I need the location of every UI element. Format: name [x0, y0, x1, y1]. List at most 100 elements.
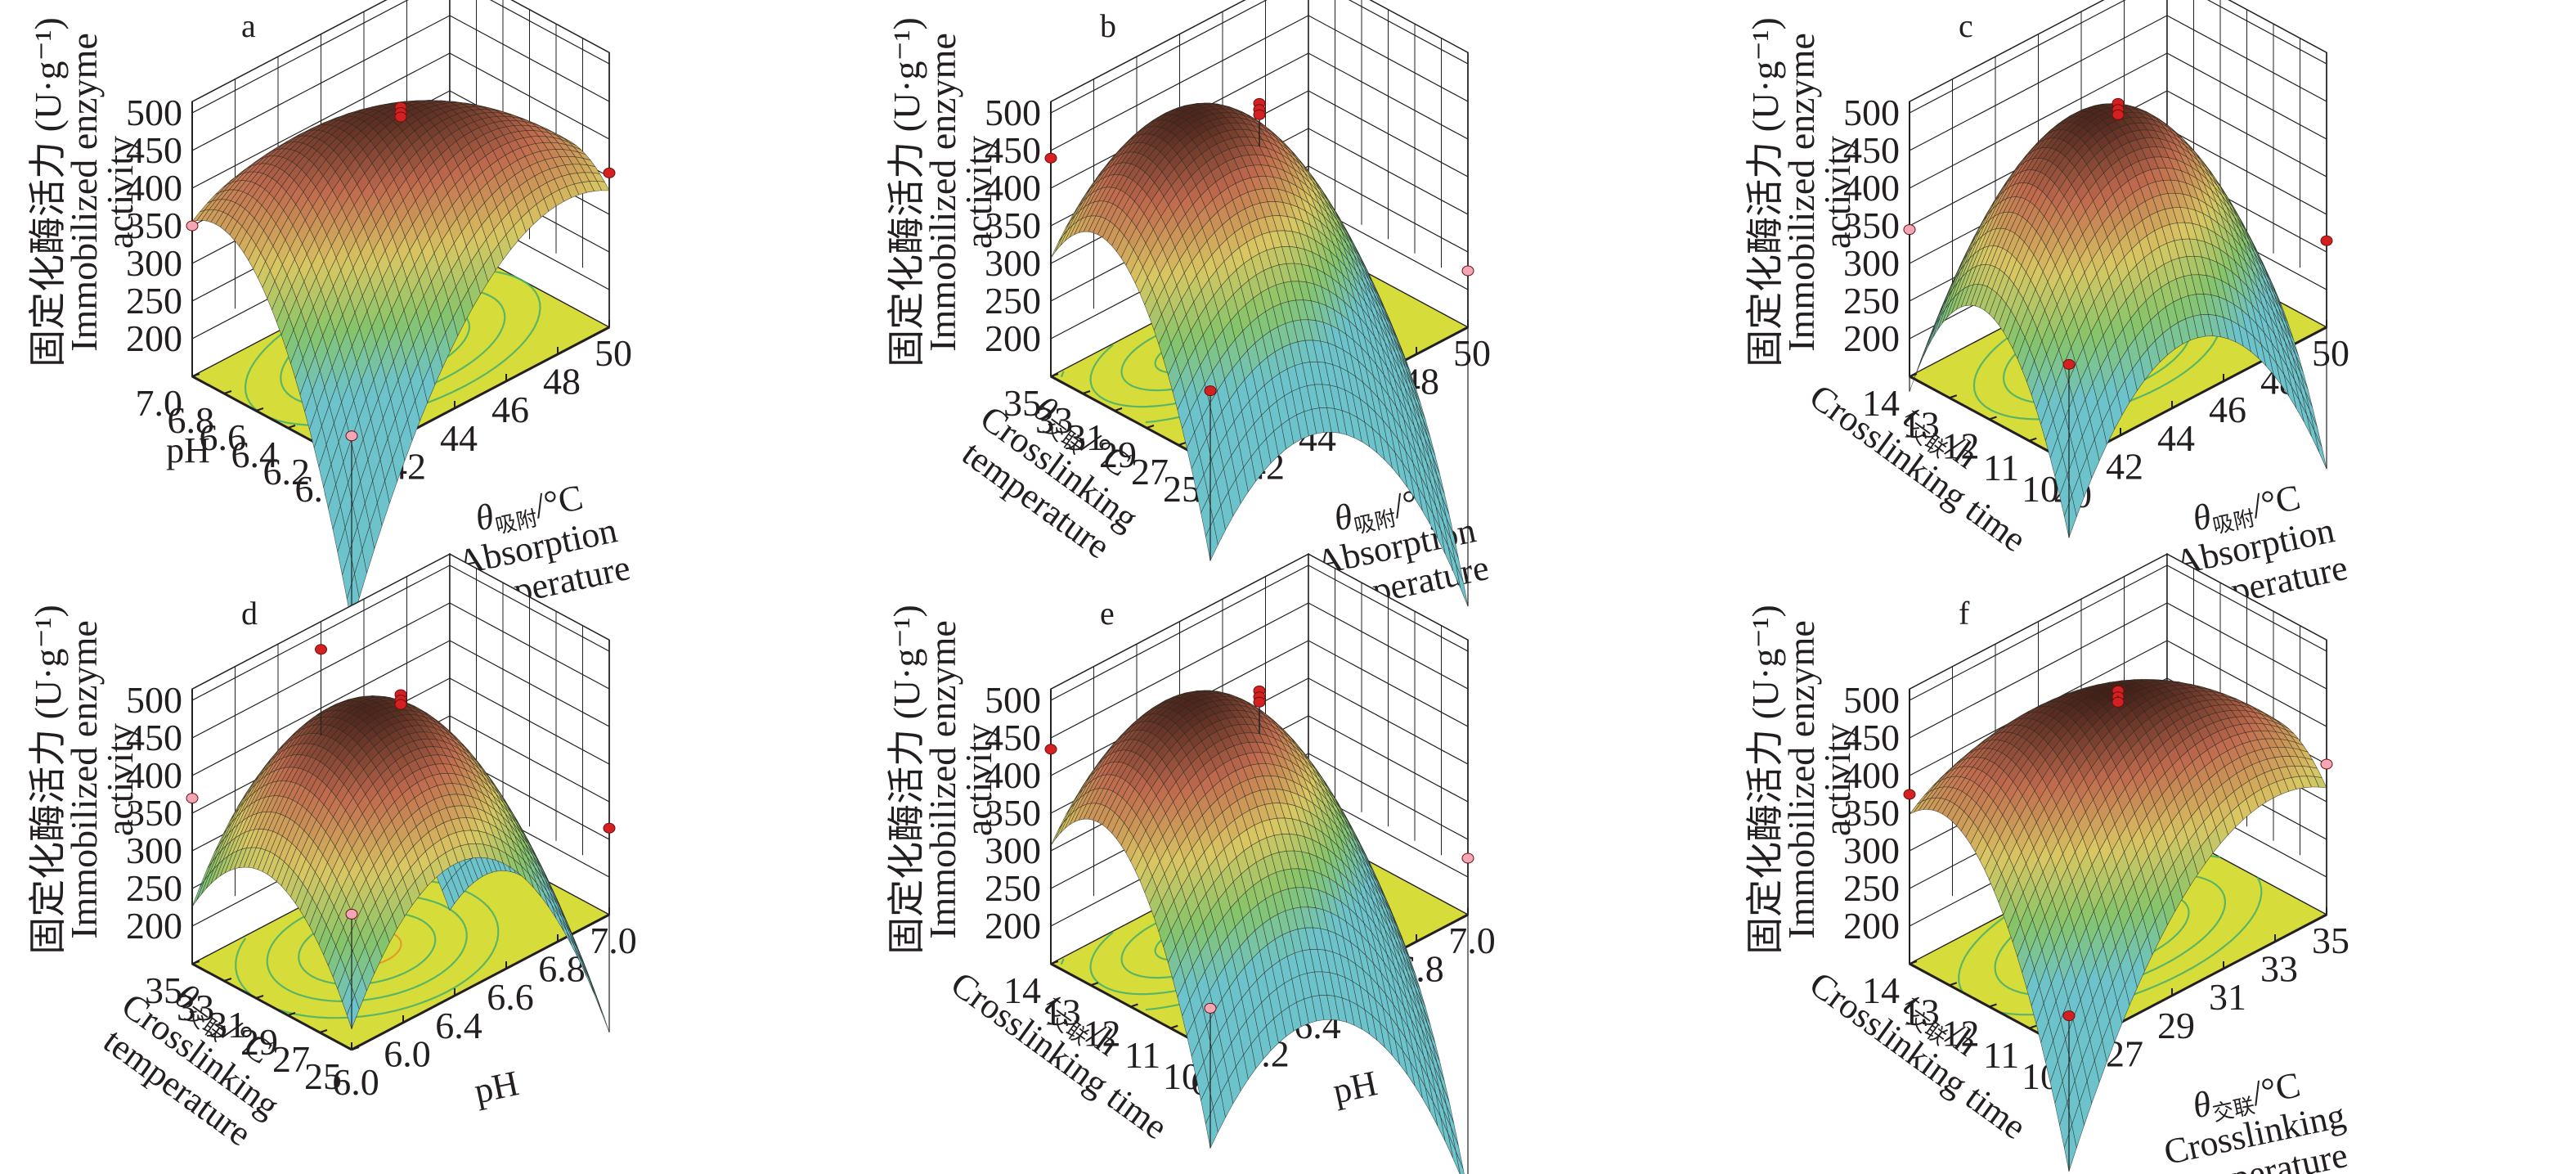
- z-tick-label: 500: [985, 92, 1041, 133]
- data-point-below: [345, 430, 358, 442]
- z-tick-label: 200: [126, 905, 182, 947]
- data-point-above: [315, 644, 327, 655]
- response-surface: [191, 100, 610, 624]
- z-tick-label: 500: [1843, 92, 1900, 133]
- y-tick-label: 25: [304, 1055, 342, 1097]
- z-tick-label: 400: [1843, 167, 1900, 209]
- z-tick-label: 300: [985, 242, 1041, 284]
- y-tick-label: 29: [240, 1021, 278, 1063]
- panel-letter: d: [241, 595, 258, 632]
- y-tick: [287, 1012, 296, 1016]
- data-point-above: [1044, 152, 1057, 164]
- y-tick-label: 31: [1067, 416, 1105, 458]
- y-tick: [1949, 394, 1958, 399]
- x-tick-label: 50: [1453, 332, 1491, 374]
- z-tick-label: 200: [1843, 317, 1900, 359]
- z-tick-label: 450: [126, 129, 182, 171]
- panel-letter: c: [1959, 7, 1973, 44]
- x-tick-label: 44: [440, 417, 478, 459]
- y-tick-label: 33: [177, 987, 214, 1028]
- z-tick-label: 250: [1843, 280, 1900, 322]
- z-tick-label: 300: [1843, 242, 1900, 284]
- surface-cell: [1205, 520, 1218, 562]
- surface-cell: [2313, 430, 2327, 470]
- x-axis-line: [351, 913, 610, 1051]
- x-tick-label: 6.6: [487, 976, 534, 1018]
- data-point-above: [394, 111, 407, 123]
- y-tick-label: 6.4: [231, 434, 279, 475]
- data-point-below: [1461, 265, 1474, 277]
- y-tick-label: 27: [1131, 451, 1169, 493]
- z-tick-label: 400: [126, 167, 182, 209]
- z-tick-label: 350: [126, 792, 182, 834]
- data-point-above: [2112, 109, 2125, 120]
- x-tick-label: 42: [2106, 445, 2143, 487]
- y-tick-label: 29: [1099, 434, 1137, 475]
- z-tick-label: 350: [126, 205, 182, 246]
- z-tick-label: 400: [126, 754, 182, 796]
- z-tick-label: 250: [126, 867, 182, 909]
- x-axis-symbol: θ吸附/°C: [2189, 477, 2304, 542]
- axis-unit: /°C: [531, 477, 586, 526]
- z-tick-label: 350: [1843, 205, 1900, 246]
- y-tick: [255, 407, 264, 412]
- y-tick-label: 11: [1983, 447, 2019, 488]
- axis-unit: /°C: [2248, 477, 2304, 526]
- x-tick-label: 46: [2209, 389, 2246, 430]
- design-points: [1044, 97, 1474, 607]
- data-point-above: [394, 699, 407, 710]
- response-surface: [191, 695, 610, 1033]
- y-tick: [1114, 407, 1123, 412]
- z-tick-label: 500: [126, 92, 182, 133]
- data-point-above: [2062, 358, 2076, 370]
- surface-plot: b200250300350400450500404244464850252729…: [955, 0, 1492, 623]
- y-tick: [351, 1046, 360, 1050]
- surface-plot: d2002503003504004505006.06.06.46.66.87.0…: [96, 552, 637, 1154]
- x-tick-label: 44: [2157, 417, 2195, 459]
- y-tick-label: 6.6: [200, 416, 247, 458]
- y-tick-label: 6.2: [263, 451, 311, 493]
- y-tick: [1178, 442, 1187, 446]
- response-surface: [1050, 102, 1469, 607]
- z-tick-label: 250: [126, 280, 182, 322]
- design-points: [186, 644, 616, 1032]
- x-tick-label: 6.4: [435, 1005, 482, 1046]
- design-points: [186, 101, 616, 624]
- z-tick-label: 450: [126, 717, 182, 758]
- z-tick-label: 300: [126, 242, 182, 284]
- axis-unit: pH: [166, 430, 210, 470]
- response-surface: [1909, 103, 2327, 539]
- y-tick: [223, 390, 232, 394]
- x-tick-label: 48: [543, 361, 581, 403]
- surface-plot: a2002503003504004505004042444648506.06.2…: [126, 0, 634, 624]
- y-tick: [223, 978, 232, 982]
- axis-unit: pH: [471, 1063, 523, 1111]
- y-tick-label: 7.0: [136, 382, 183, 424]
- panel-b: 固定化酶活力 (U·g⁻¹) Immobilized enzyme activity…: [859, 0, 1717, 623]
- z-tick-label: 400: [985, 167, 1041, 209]
- y-axis-line: [191, 962, 352, 1051]
- x-axis-symbol: pH: [471, 1063, 523, 1111]
- y-tick-label: 33: [1035, 399, 1073, 441]
- y-tick-label: 35: [145, 969, 182, 1011]
- y-axis-line: [1050, 375, 1211, 464]
- z-tick-label: 500: [126, 679, 182, 721]
- panel-d: 固定化酶活力 (U·g⁻¹) Immobilized enzyme activity…: [0, 552, 859, 1174]
- panel-a: 固定化酶活力 (U·g⁻¹) Immobilized enzyme activity…: [0, 0, 859, 624]
- y-tick: [255, 995, 264, 999]
- data-point-above: [2320, 235, 2333, 246]
- surface-plot: c200250300350400450500404244464850101112…: [1802, 0, 2351, 623]
- data-point-below: [186, 220, 199, 232]
- panel-letter: a: [241, 7, 256, 44]
- panel-letter: b: [1100, 7, 1116, 44]
- z-tick-label: 450: [1843, 129, 1900, 171]
- y-tick: [191, 960, 200, 965]
- y-tick: [319, 1029, 328, 1033]
- x-tick-label: 50: [595, 332, 632, 374]
- y-axis-title: pH: [166, 430, 210, 470]
- design-points: [1903, 97, 2333, 538]
- x-axis-title: pH: [471, 1063, 523, 1111]
- z-tick-label: 200: [985, 317, 1041, 359]
- y-tick: [1989, 416, 1997, 421]
- data-point-below: [1903, 224, 1916, 236]
